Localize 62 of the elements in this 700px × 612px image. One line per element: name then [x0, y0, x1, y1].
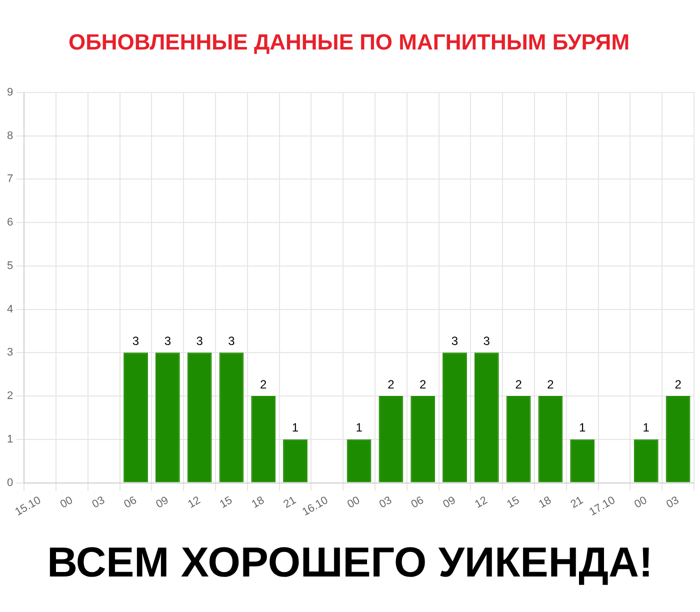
data-label: 1 — [642, 420, 650, 435]
data-label: 2 — [674, 377, 682, 392]
x-tick-label: 15 — [504, 494, 522, 511]
bar — [283, 439, 308, 482]
y-tick-label: 3 — [6, 346, 14, 359]
y-tick-label: 2 — [6, 390, 14, 402]
bar — [187, 352, 212, 482]
y-tick-label: 8 — [6, 130, 14, 142]
data-label: 2 — [260, 377, 268, 392]
bar — [155, 352, 180, 482]
bar — [666, 396, 690, 482]
data-label: 3 — [132, 334, 140, 348]
x-tick-label: 00 — [632, 494, 650, 511]
data-label: 1 — [292, 420, 299, 435]
x-tick-label: 12 — [473, 494, 490, 511]
data-label: 2 — [515, 377, 522, 392]
y-tick-label: 0 — [6, 476, 14, 489]
y-tick-label: 7 — [6, 173, 14, 186]
data-label: 1 — [356, 420, 363, 435]
data-label: 3 — [228, 334, 236, 348]
bar — [378, 396, 404, 482]
data-label: 3 — [196, 334, 204, 348]
x-tick-label: 06 — [409, 494, 426, 511]
data-label: 2 — [420, 377, 427, 392]
x-tick-label: 03 — [377, 494, 394, 511]
y-tick-label: 1 — [6, 433, 14, 446]
bar — [442, 352, 467, 482]
x-tick-label: 09 — [154, 494, 171, 511]
bar — [124, 352, 148, 482]
x-tick-label: 00 — [345, 494, 362, 511]
y-tick-label: 5 — [6, 260, 14, 272]
data-label: 1 — [579, 420, 586, 435]
bar — [570, 439, 595, 482]
bar — [538, 396, 563, 482]
bar — [251, 396, 276, 482]
x-tick-label: 03 — [90, 494, 107, 511]
data-label: 3 — [451, 334, 458, 348]
y-tick-label: 6 — [6, 216, 14, 229]
bar — [219, 352, 244, 482]
x-tick-label: 18 — [250, 494, 266, 511]
x-tick-label: 03 — [664, 494, 682, 511]
data-label: 3 — [164, 334, 172, 348]
x-tick-label: 00 — [58, 494, 75, 511]
bar — [346, 439, 372, 482]
data-label: 2 — [388, 377, 395, 392]
bar — [474, 352, 499, 482]
bar — [506, 396, 531, 482]
x-tick-label: 21 — [568, 494, 586, 511]
y-tick-label: 9 — [6, 86, 14, 98]
x-tick-label: 15 — [218, 494, 234, 511]
data-label: 3 — [483, 334, 490, 348]
text: ВСЕМ ХОРОШЕГО УИКЕНДА! — [47, 538, 653, 586]
x-tick-label: 21 — [282, 494, 298, 511]
bar — [410, 396, 436, 482]
x-tick-label: 18 — [536, 494, 554, 511]
x-tick-label: 12 — [186, 494, 203, 511]
y-tick-label: 4 — [6, 303, 14, 316]
bar — [634, 439, 658, 482]
x-tick-label: 06 — [122, 494, 139, 511]
chart-title: ОБНОВЛЕННЫЕ ДАННЫЕ ПО МАГНИТНЫМ БУРЯМ — [68, 29, 630, 54]
data-label: 2 — [547, 377, 554, 392]
x-tick-label: 09 — [441, 494, 458, 511]
